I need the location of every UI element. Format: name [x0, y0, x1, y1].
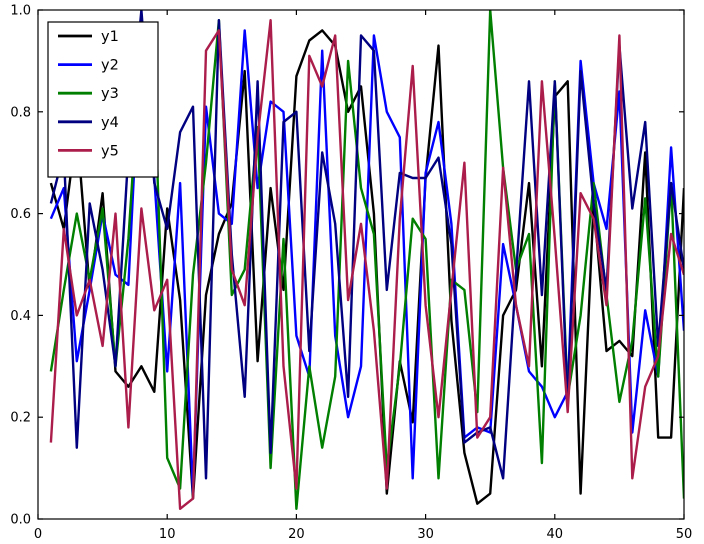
legend-box: [47, 21, 159, 178]
x-tick-label: 40: [547, 527, 564, 542]
legend-label-y2: y2: [101, 58, 119, 74]
x-tick-label: 30: [417, 527, 434, 542]
series-line-y4: [49, 10, 684, 480]
x-tick-label: 50: [676, 527, 693, 542]
legend-label-y1: y1: [101, 29, 119, 45]
legend-label-y5: y5: [101, 143, 119, 159]
axes-frame: [37, 9, 685, 520]
y-tick-label: 0.6: [10, 207, 31, 222]
y-tick-label: 0.0: [10, 513, 31, 528]
series-line-y1: [49, 29, 684, 505]
y-tick-label: 1.0: [10, 4, 31, 19]
x-tick-label: 20: [288, 527, 305, 542]
series-line-y5: [49, 19, 684, 510]
legend-label-y3: y3: [101, 86, 119, 102]
legend: y1 y2 y3 y4 y5: [47, 21, 159, 178]
x-tick-label: 0: [34, 527, 42, 542]
legend-label-y4: y4: [101, 115, 119, 131]
y-tick-label: 0.2: [10, 411, 31, 426]
x-tick-label: 10: [159, 527, 176, 542]
y-tick-label: 0.4: [10, 309, 31, 324]
y-tick-label: 0.8: [10, 105, 31, 120]
